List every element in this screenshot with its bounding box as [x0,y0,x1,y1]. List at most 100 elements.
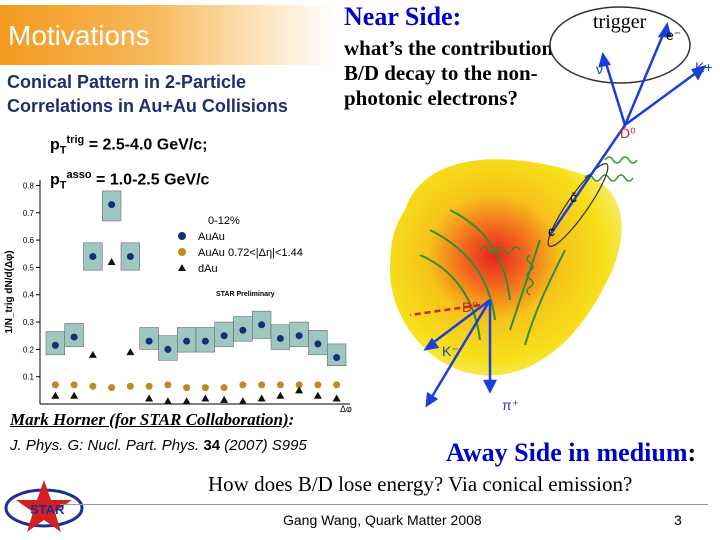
hot-medium [390,159,622,376]
y-tick-label: 0.8 [23,181,35,190]
cone-line-3 [419,254,481,341]
data-point-triangle [126,348,135,356]
data-point-triangle [276,391,285,399]
data-point-circle [239,381,247,389]
legend-entry-auau: AuAu [198,231,225,243]
away-side-heading-colon: : [687,438,697,467]
data-point-circle [295,332,303,340]
data-point-triangle [88,350,97,358]
journal-pages: (2007) S995 [224,437,307,454]
d0-track [409,303,481,317]
data-point-circle [183,384,191,392]
charm-track [548,124,627,236]
charm-label: c [548,223,555,239]
data-point-triangle [107,257,116,265]
gluon-line-1 [479,246,521,254]
cone-line-4 [509,239,541,331]
data-point-circle [126,252,134,260]
footer-text: Gang Wang, Quark Matter 2008 [283,512,482,528]
subtitle-line-1: Conical Pattern in 2-Particle [7,72,247,92]
near-side-question: what’s the contribution of B/D decay to … [344,36,576,110]
cone-line-2 [429,229,496,321]
pion-track-2 [428,299,492,401]
author-name: Mark Horner (for STAR Collaboration) [10,410,289,429]
data-point-circle [295,381,303,389]
data-point-circle [108,384,116,392]
data-point-circle [89,382,97,390]
away-side-heading: Away Side in medium: [446,438,696,468]
pt-symbol: p [50,136,60,154]
data-point-triangle [332,394,341,402]
data-point-triangle [163,397,172,405]
y-tick-label: 0.6 [23,236,35,245]
d0-bar-label: D̄⁰ [620,125,636,141]
data-point-triangle [51,391,60,399]
pt-symbol: p [50,170,60,188]
pt-trig-line: pTtrig = 2.5-4.0 GeV/c; [50,128,209,163]
data-point-circle [333,381,341,389]
y-tick-label: 0.2 [23,345,35,354]
data-point-circle [220,384,228,392]
title-bar [0,5,335,65]
legend-header: 0-12% [208,215,240,227]
footer-divider [60,504,708,505]
star-logo-text: STAR [30,502,65,517]
y-tick-label: 0.7 [23,209,35,218]
subtitle-line-2: Correlations in Au+Au Collisions [7,96,288,116]
pion-arrow-icon [482,379,498,394]
data-point-circle [201,337,209,345]
neutrino-label: ν̄ [596,61,605,77]
cone-line-5 [524,249,566,346]
electron-track [623,29,667,126]
data-point-circle [145,337,153,345]
trigger-label: trigger [593,11,647,33]
kaon-minus-track [429,299,491,346]
pion-label: π⁺ [502,397,519,413]
data-point-circle [258,321,266,329]
correlation-chart: 0.8 0.7 0.6 0.5 0.4 0.3 0.2 0.1 1/N_trig dN/d(Δ… [4,180,352,412]
data-point-triangle [313,391,322,399]
data-point-circle [164,345,172,353]
data-point-circle [70,381,78,389]
gluon-line-2 [526,254,534,296]
data-point-circle [314,340,322,348]
kaon-minus-arrow-icon [423,337,440,351]
legend-marker-auau [178,232,186,240]
data-point-triangle [201,394,210,402]
data-point-circle [314,381,322,389]
pt-trig-value: = 2.5-4.0 GeV/c; [84,136,208,154]
data-point-circle [51,381,59,389]
y-tick-label: 0.5 [23,263,35,272]
data-point-circle [239,326,247,334]
pt-subscript: T [59,144,67,157]
journal-name: J. Phys. G: Nucl. Part. Phys. [10,437,200,454]
data-point-triangle [145,394,154,402]
legend-marker-auau-eta [178,248,186,256]
near-side-heading: Near Side: [344,2,462,31]
data-point-triangle [70,391,79,399]
charm-bar-label: c̄ [570,189,577,205]
electron-label: e⁻ [666,27,681,43]
data-point-circle [126,382,134,390]
trigger-ellipse [549,6,691,84]
legend-entry-auau-eta: AuAu 0.72<|Δη|<1.44 [198,247,303,259]
data-point-circle [108,201,116,209]
star-logo: STAR [4,480,84,532]
data-point-circle [70,333,78,341]
slide-subtitle: Conical Pattern in 2-Particle Correlatio… [7,70,288,118]
y-tick-label: 0.4 [23,291,35,300]
gluon-line-3 [584,174,634,182]
kaon-minus-label: K⁻ [442,343,459,359]
data-point-circle [201,384,209,392]
pt-asso-superscript: asso [66,168,92,181]
away-side-heading-text: Away Side in medium [446,438,688,467]
y-tick-label: 0.1 [23,373,35,382]
kaon-plus-arrow-icon [691,65,707,81]
data-point-circle [220,332,228,340]
x-axis-label: Δφ [340,404,352,412]
data-point-triangle [238,397,247,405]
conical-emission-diagram: trigger e⁻ ν̄ K+ D̄⁰ c̄ c D⁰ K⁻ π⁺ [390,6,713,413]
kaon-plus-label: K+ [695,59,713,75]
neutrino-arrow-icon [598,52,612,68]
gluon-line-4 [604,156,638,164]
